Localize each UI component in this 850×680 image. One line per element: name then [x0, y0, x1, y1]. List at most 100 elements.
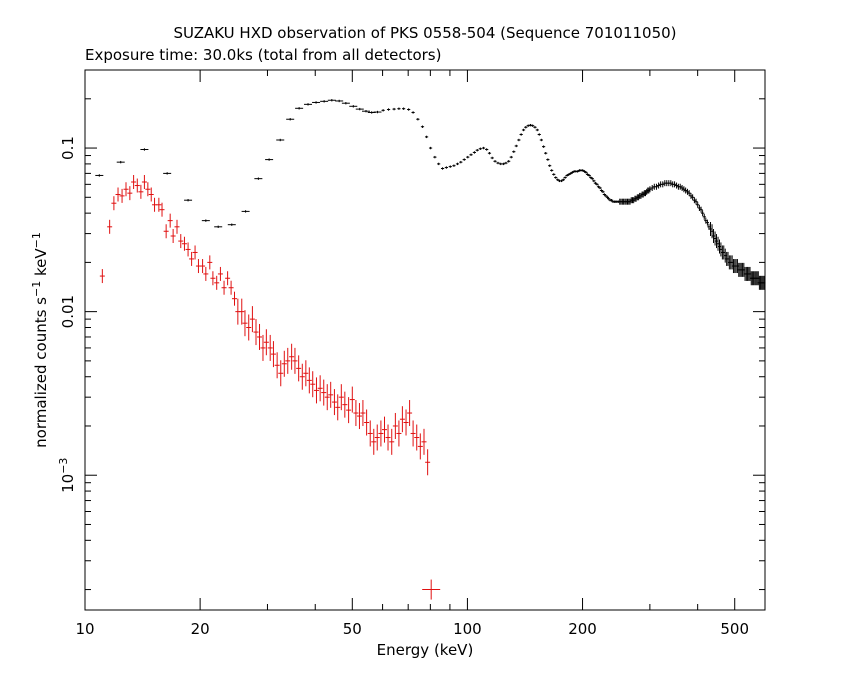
data-point — [499, 162, 503, 166]
data-point — [189, 251, 195, 266]
data-point — [680, 184, 684, 191]
data-point — [592, 179, 596, 183]
data-point — [356, 403, 362, 430]
data-point — [289, 343, 295, 370]
data-point — [207, 255, 213, 270]
data-point — [163, 224, 169, 239]
data-point — [535, 128, 539, 132]
data-point — [181, 236, 187, 251]
data-point — [584, 171, 588, 174]
data-point — [320, 100, 329, 103]
data-point — [371, 428, 377, 455]
data-point — [517, 138, 521, 142]
data-point — [455, 162, 460, 166]
data-point — [312, 101, 321, 104]
data-point — [602, 193, 606, 196]
data-point — [260, 334, 266, 361]
data-point — [232, 291, 238, 306]
data-point — [127, 186, 133, 201]
data-point — [367, 420, 373, 447]
data-point — [424, 135, 429, 139]
data-point — [378, 420, 384, 447]
data-point — [349, 105, 358, 108]
data-point — [466, 155, 470, 159]
data-point — [542, 145, 546, 148]
data-point — [609, 198, 614, 202]
data-point — [570, 171, 574, 174]
data-point — [654, 183, 659, 190]
data-point — [604, 194, 608, 198]
data-point — [145, 182, 151, 197]
data-point — [528, 123, 533, 127]
data-point — [278, 360, 284, 387]
x-tick-label: 20 — [191, 620, 210, 638]
data-point — [414, 424, 420, 451]
data-point — [702, 213, 706, 220]
data-point — [156, 197, 162, 212]
data-point — [148, 187, 154, 202]
data-point — [116, 160, 125, 164]
data-point — [119, 188, 125, 203]
x-tick-label: 50 — [343, 620, 362, 638]
data-point — [203, 266, 209, 281]
data-point — [373, 110, 382, 114]
data-point — [411, 111, 415, 114]
data-point — [403, 409, 409, 436]
data-point — [107, 219, 113, 234]
y-tick-label: 10−3 — [57, 458, 77, 493]
y-tick-label: 0.01 — [59, 295, 77, 328]
data-point — [595, 183, 599, 186]
data-point — [410, 420, 416, 447]
data-point — [417, 433, 423, 460]
data-point — [490, 156, 494, 160]
data-point — [265, 158, 274, 161]
data-point — [407, 108, 411, 111]
data-point — [684, 187, 688, 194]
data-point — [286, 118, 295, 121]
data-point — [342, 391, 348, 418]
data-point — [416, 118, 420, 121]
data-point — [421, 428, 427, 455]
data-point — [678, 183, 682, 190]
data-point — [546, 158, 550, 161]
data-point — [123, 182, 129, 197]
data-point — [533, 126, 537, 129]
data-point — [138, 184, 144, 199]
data-point — [246, 314, 252, 341]
data-point — [321, 379, 327, 406]
data-point — [210, 271, 216, 286]
data-point — [152, 197, 158, 212]
data-point — [324, 384, 330, 411]
data-point — [674, 182, 679, 189]
data-point — [422, 579, 441, 600]
chart-title: SUZAKU HXD observation of PKS 0558-504 (… — [173, 24, 676, 42]
data-point — [539, 138, 543, 142]
data-point — [657, 182, 661, 189]
data-point — [699, 206, 703, 213]
data-point — [140, 148, 149, 151]
y-axis-label-exp1: −1 — [30, 281, 43, 297]
data-point — [317, 375, 323, 402]
axis-ticks: 10 20 50 100 200 500 0.1 0.01 10−3 — [57, 70, 766, 638]
data-point — [214, 275, 220, 290]
data-point — [509, 155, 513, 159]
data-point — [590, 177, 594, 180]
y-axis-label-mid: keV — [32, 248, 50, 281]
data-point — [452, 164, 456, 167]
data-point — [420, 125, 425, 128]
data-point — [661, 181, 665, 188]
data-point — [563, 176, 567, 179]
data-point — [174, 219, 180, 234]
data-point — [360, 400, 366, 427]
plot-frame — [84, 69, 766, 611]
data-point — [335, 99, 344, 103]
data-point — [556, 178, 560, 181]
data-point — [521, 128, 526, 132]
data-point — [274, 352, 280, 379]
data-point — [192, 245, 198, 260]
data-point — [433, 155, 437, 159]
data-point — [487, 152, 492, 155]
data-point — [682, 186, 686, 193]
x-tick-label: 100 — [453, 620, 482, 638]
data-point — [519, 133, 523, 136]
